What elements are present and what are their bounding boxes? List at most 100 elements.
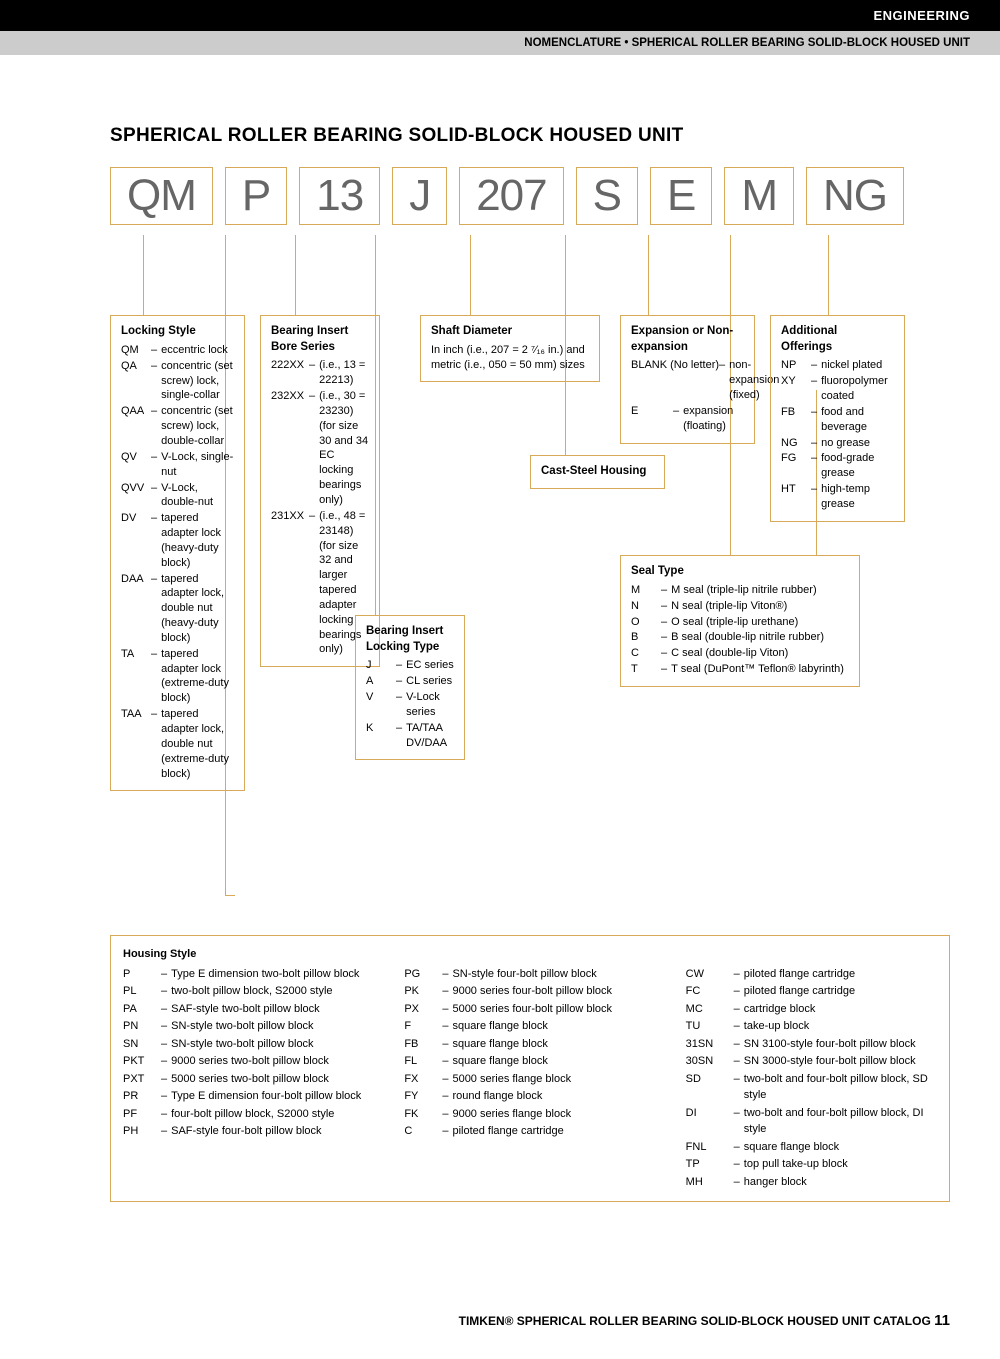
shaft-text: In inch (i.e., 207 = 2 ⁷⁄₁₆ in.) and met… [431, 343, 589, 373]
list-item: FNL–square flange block [686, 1139, 937, 1156]
bore-title1: Bearing Insert [271, 324, 369, 340]
code-box: S [576, 167, 638, 225]
list-item: O–O seal (triple-lip urethane) [631, 615, 849, 630]
list-item: FB–square flange block [404, 1036, 655, 1053]
list-item: 222XX–(i.e., 13 = 22213) [271, 358, 369, 388]
locking-style-box: Locking Style QM–eccentric lockQA–concen… [110, 315, 245, 791]
list-item: A–CL series [366, 674, 454, 689]
seal-type-box: Seal Type M–M seal (triple-lip nitrile r… [620, 555, 860, 687]
locktype-title1: Bearing Insert [366, 624, 454, 640]
list-item: F–square flange block [404, 1018, 655, 1035]
list-item: FY–round flange block [404, 1088, 655, 1105]
list-item: TU–take-up block [686, 1018, 937, 1035]
list-item: B–B seal (double-lip nitrile rubber) [631, 630, 849, 645]
cast-steel-box: Cast-Steel Housing [530, 455, 665, 489]
locking-style-title: Locking Style [121, 324, 234, 340]
code-box: E [650, 167, 712, 225]
connector [470, 235, 471, 315]
additional-title1: Additional [781, 324, 894, 340]
list-item: 31SN–SN 3100-style four-bolt pillow bloc… [686, 1036, 937, 1053]
list-item: FK–9000 series flange block [404, 1106, 655, 1123]
list-item: 232XX–(i.e., 30 = 23230) (for size 30 an… [271, 389, 369, 508]
list-item: FB–food and beverage [781, 405, 894, 435]
list-item: PK–9000 series four-bolt pillow block [404, 983, 655, 1000]
list-item: C–C seal (double-lip Viton) [631, 646, 849, 661]
connector [225, 895, 235, 896]
list-item: HT–high-temp grease [781, 482, 894, 512]
list-item: SD–two-bolt and four-bolt pillow block, … [686, 1071, 937, 1104]
list-item: J–EC series [366, 658, 454, 673]
list-item: MH–hanger block [686, 1174, 937, 1191]
list-item: PX–5000 series four-bolt pillow block [404, 1001, 655, 1018]
connector [295, 235, 296, 315]
bore-title2: Bore Series [271, 340, 369, 356]
diagram-area: Locking Style QM–eccentric lockQA–concen… [110, 235, 950, 935]
list-item: TAA–tapered adapter lock, double nut (ex… [121, 707, 234, 781]
list-item: MC–cartridge block [686, 1001, 937, 1018]
code-box: 207 [459, 167, 563, 225]
expansion-title: Expansion or Non-expansion [631, 324, 744, 355]
list-item: PA–SAF-style two-bolt pillow block [123, 1001, 374, 1018]
list-item: FG–food-grade grease [781, 451, 894, 481]
housing-style-box: Housing Style P–Type E dimension two-bol… [110, 935, 950, 1202]
list-item: K–TA/TAA DV/DAA [366, 721, 454, 751]
list-item: FL–square flange block [404, 1053, 655, 1070]
list-item: QM–eccentric lock [121, 343, 234, 358]
list-item: T–T seal (DuPont™ Teflon® labyrinth) [631, 662, 849, 677]
list-item: 30SN–SN 3000-style four-bolt pillow bloc… [686, 1053, 937, 1070]
code-box: QM [110, 167, 213, 225]
header-black-bar: ENGINEERING [0, 0, 1000, 31]
code-box: J [392, 167, 447, 225]
list-item: TP–top pull take-up block [686, 1156, 937, 1173]
list-item: PKT–9000 series two-bolt pillow block [123, 1053, 374, 1070]
page-title: SPHERICAL ROLLER BEARING SOLID-BLOCK HOU… [110, 125, 950, 147]
list-item: C–piloted flange cartridge [404, 1123, 655, 1140]
list-item: PH–SAF-style four-bolt pillow block [123, 1123, 374, 1140]
shaft-diameter-box: Shaft Diameter In inch (i.e., 207 = 2 ⁷⁄… [420, 315, 600, 381]
list-item: FC–piloted flange cartridge [686, 983, 937, 1000]
list-item: QVV–V-Lock, double-nut [121, 481, 234, 511]
footer-text: TIMKEN® SPHERICAL ROLLER BEARING SOLID-B… [459, 1314, 931, 1328]
header-gray-bar: NOMENCLATURE • SPHERICAL ROLLER BEARING … [0, 31, 1000, 55]
list-item: M–M seal (triple-lip nitrile rubber) [631, 583, 849, 598]
code-box: M [724, 167, 794, 225]
page-footer: TIMKEN® SPHERICAL ROLLER BEARING SOLID-B… [0, 1232, 1000, 1359]
code-box: 13 [299, 167, 380, 225]
list-item: PL–two-bolt pillow block, S2000 style [123, 983, 374, 1000]
nomenclature-code-row: QMP13J207SEMNG [110, 167, 950, 225]
list-item: NP–nickel plated [781, 358, 894, 373]
shaft-title: Shaft Diameter [431, 324, 589, 340]
list-item: N–N seal (triple-lip Viton®) [631, 599, 849, 614]
locking-type-box: Bearing Insert Locking Type J–EC seriesA… [355, 615, 465, 760]
seal-title: Seal Type [631, 564, 849, 580]
list-item: QAA–concentric (set screw) lock, double-… [121, 404, 234, 449]
list-item: XY–fluoropolymer coated [781, 374, 894, 404]
expansion-box: Expansion or Non-expansion BLANK (No let… [620, 315, 755, 443]
list-item: SN–SN-style two-bolt pillow block [123, 1036, 374, 1053]
list-item: QV–V-Lock, single-nut [121, 450, 234, 480]
list-item: V–V-Lock series [366, 690, 454, 720]
page-content: SPHERICAL ROLLER BEARING SOLID-BLOCK HOU… [0, 55, 1000, 1232]
locktype-title2: Locking Type [366, 640, 454, 656]
list-item: FX–5000 series flange block [404, 1071, 655, 1088]
housing-col3: CW–piloted flange cartridgeFC–piloted fl… [686, 966, 937, 1192]
list-item: PXT–5000 series two-bolt pillow block [123, 1071, 374, 1088]
connector [828, 235, 829, 315]
list-item: DV–tapered adapter lock (heavy-duty bloc… [121, 511, 234, 570]
list-item: PN–SN-style two-bolt pillow block [123, 1018, 374, 1035]
housing-title: Housing Style [123, 946, 937, 963]
additional-title2: Offerings [781, 340, 894, 356]
list-item: NG–no grease [781, 436, 894, 451]
page-number: 11 [934, 1312, 950, 1329]
list-item: PG–SN-style four-bolt pillow block [404, 966, 655, 983]
list-item: TA–tapered adapter lock (extreme-duty bl… [121, 647, 234, 706]
list-item: QA–concentric (set screw) lock, single-c… [121, 359, 234, 404]
list-item: DI–two-bolt and four-bolt pillow block, … [686, 1105, 937, 1138]
list-item: CW–piloted flange cartridge [686, 966, 937, 983]
list-item: P–Type E dimension two-bolt pillow block [123, 966, 374, 983]
cast-steel-text: Cast-Steel Housing [541, 464, 654, 480]
list-item: PR–Type E dimension four-bolt pillow blo… [123, 1088, 374, 1105]
housing-col1: P–Type E dimension two-bolt pillow block… [123, 966, 374, 1192]
additional-box: Additional Offerings NP–nickel platedXY–… [770, 315, 905, 521]
list-item: DAA–tapered adapter lock, double nut (he… [121, 572, 234, 646]
